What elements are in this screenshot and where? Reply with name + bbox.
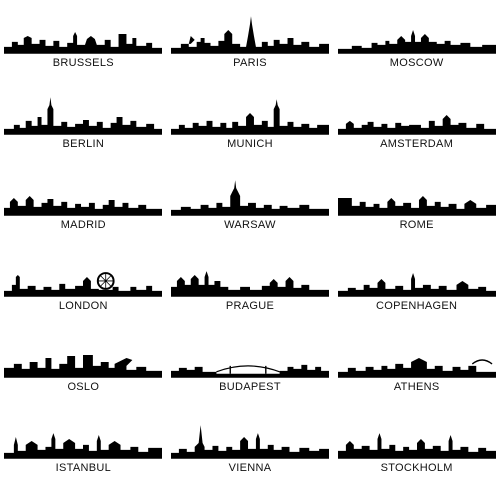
vienna-skyline-icon xyxy=(170,425,329,459)
city-name: PARIS xyxy=(233,57,267,69)
athens-skyline-icon xyxy=(337,358,496,378)
city-cell-brussels: BRUSSELS xyxy=(0,0,167,81)
city-name: BRUSSELS xyxy=(52,57,114,69)
city-cell-vienna: VIENNA xyxy=(167,405,334,486)
city-name: AMSTERDAM xyxy=(380,138,454,150)
city-name: ATHENS xyxy=(393,381,440,393)
city-name: WARSAW xyxy=(224,219,276,231)
city-cell-amsterdam: AMSTERDAM xyxy=(333,81,500,162)
brussels-skyline-icon xyxy=(4,32,163,54)
city-name: LONDON xyxy=(58,300,108,312)
city-name: MADRID xyxy=(60,219,106,231)
city-cell-london: LONDON xyxy=(0,243,167,324)
budapest-skyline-icon xyxy=(170,364,329,378)
city-cell-warsaw: WARSAW xyxy=(167,162,334,243)
city-cell-copenhagen: COPENHAGEN xyxy=(333,243,500,324)
city-name: OSLO xyxy=(67,381,100,393)
istanbul-skyline-icon xyxy=(4,433,163,459)
city-cell-moscow: MOSCOW xyxy=(333,0,500,81)
city-name: ROME xyxy=(399,219,434,231)
rome-skyline-icon xyxy=(337,196,496,216)
city-cell-prague: PRAGUE xyxy=(167,243,334,324)
city-name: MOSCOW xyxy=(389,57,444,69)
city-cell-oslo: OSLO xyxy=(0,324,167,405)
city-name: MUNICH xyxy=(227,138,273,150)
prague-skyline-icon xyxy=(170,271,329,297)
city-cell-athens: ATHENS xyxy=(333,324,500,405)
london-skyline-icon xyxy=(4,272,163,297)
city-cell-paris: PARIS xyxy=(167,0,334,81)
city-name: ISTANBUL xyxy=(55,462,112,474)
city-name: VIENNA xyxy=(228,462,272,474)
moscow-skyline-icon xyxy=(337,30,496,54)
copenhagen-skyline-icon xyxy=(337,273,496,297)
city-name: COPENHAGEN xyxy=(376,300,458,312)
city-name: PRAGUE xyxy=(225,300,275,312)
amsterdam-skyline-icon xyxy=(337,115,496,135)
city-name: STOCKHOLM xyxy=(380,462,453,474)
city-name: BUDAPEST xyxy=(219,381,281,393)
city-cell-stockholm: STOCKHOLM xyxy=(333,405,500,486)
city-cell-rome: ROME xyxy=(333,162,500,243)
city-cell-madrid: MADRID xyxy=(0,162,167,243)
warsaw-skyline-icon xyxy=(170,180,329,216)
paris-skyline-icon xyxy=(170,16,329,54)
city-cell-munich: MUNICH xyxy=(167,81,334,162)
city-cell-istanbul: ISTANBUL xyxy=(0,405,167,486)
city-cell-berlin: BERLIN xyxy=(0,81,167,162)
berlin-skyline-icon xyxy=(4,97,163,135)
city-name: BERLIN xyxy=(62,138,105,150)
munich-skyline-icon xyxy=(170,99,329,135)
stockholm-skyline-icon xyxy=(337,433,496,459)
oslo-skyline-icon xyxy=(4,355,163,378)
city-cell-budapest: BUDAPEST xyxy=(167,324,334,405)
madrid-skyline-icon xyxy=(4,196,163,216)
